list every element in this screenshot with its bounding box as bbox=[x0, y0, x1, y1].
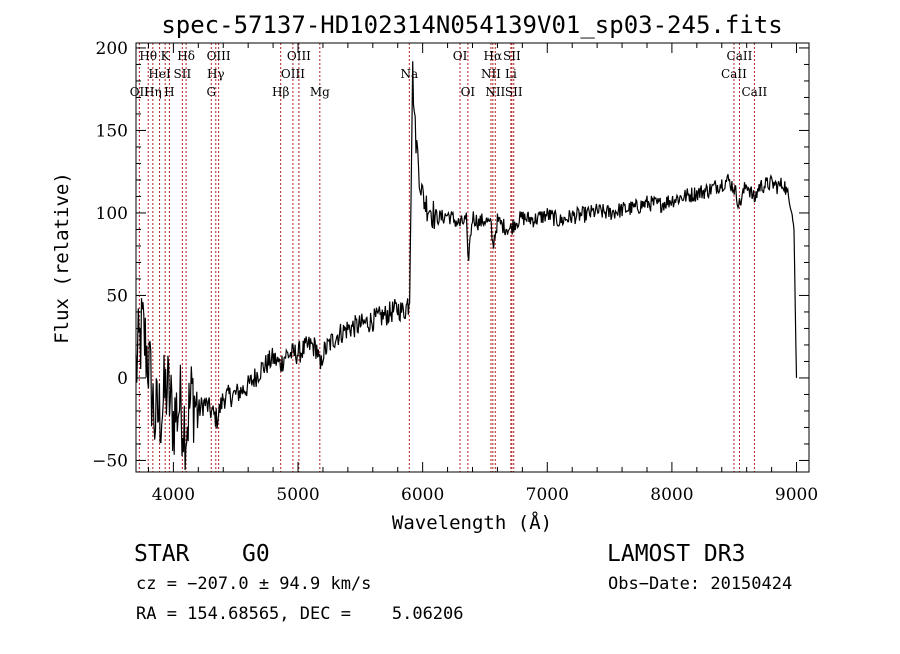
y-tick-label: −50 bbox=[92, 451, 128, 471]
line-label-17: OI bbox=[461, 85, 476, 99]
redshift-cz: cz = −207.0 ± 94.9 km/s bbox=[136, 574, 372, 594]
line-label-7: Hδ bbox=[177, 49, 195, 63]
spectrum-line bbox=[135, 61, 798, 471]
line-label-24: CaII bbox=[721, 67, 747, 81]
x-tick-label: 8000 bbox=[650, 485, 693, 505]
line-label-14: Mg bbox=[310, 85, 330, 99]
y-tick-label: 150 bbox=[96, 121, 128, 141]
chart-title: spec-57137-HD102314N054139V01_sp03-245.f… bbox=[161, 11, 782, 39]
line-label-21: Li bbox=[505, 67, 517, 81]
line-label-10: OIII bbox=[207, 49, 231, 63]
line-label-3: K bbox=[161, 49, 171, 63]
line-label-16: OI bbox=[453, 49, 468, 63]
x-tick-label: 7000 bbox=[526, 485, 569, 505]
x-tick-label: 6000 bbox=[401, 485, 444, 505]
x-tick-label: 5000 bbox=[276, 485, 319, 505]
line-label-23: SII bbox=[505, 85, 523, 99]
y-tick-label: 200 bbox=[96, 39, 128, 59]
line-label-13: OIII bbox=[287, 49, 311, 63]
line-label-0: OII bbox=[130, 85, 150, 99]
observation-date: Obs−Date: 20150424 bbox=[608, 574, 793, 594]
y-axis-label: Flux (relative) bbox=[51, 172, 73, 344]
line-label-2: Hη bbox=[144, 85, 162, 99]
y-axis: −50 0 50 100 150 200 bbox=[92, 39, 809, 471]
line-label-5: HeI bbox=[148, 67, 171, 81]
line-label-12: OIII bbox=[281, 67, 305, 81]
line-label-4: H bbox=[164, 85, 174, 99]
line-label-9: Hγ bbox=[207, 67, 225, 81]
plot-frame bbox=[135, 42, 810, 473]
line-label-19: Hα bbox=[484, 49, 503, 63]
object-class: STAR bbox=[134, 541, 190, 567]
x-tick-label: 9000 bbox=[775, 485, 818, 505]
x-axis: 4000 5000 6000 7000 8000 9000 bbox=[147, 43, 818, 505]
line-label-25: CaII bbox=[727, 49, 753, 63]
y-tick-label: 100 bbox=[96, 204, 128, 224]
x-tick-label: 4000 bbox=[152, 485, 195, 505]
spectral-line-markers bbox=[138, 43, 755, 472]
line-label-22: SII bbox=[503, 49, 521, 63]
line-label-8: G bbox=[206, 85, 216, 99]
survey-name: LAMOST DR3 bbox=[607, 541, 746, 567]
coordinates: RA = 154.68565, DEC = 5.06206 bbox=[136, 604, 464, 624]
line-label-26: CaII bbox=[741, 85, 767, 99]
y-tick-label: 50 bbox=[106, 286, 128, 306]
line-label-20: NII bbox=[485, 85, 505, 99]
line-label-1: Hθ bbox=[139, 49, 157, 63]
line-label-11: Hβ bbox=[272, 85, 289, 99]
y-tick-label: 0 bbox=[117, 369, 128, 389]
line-label-6: SII bbox=[174, 67, 192, 81]
x-axis-label: Wavelength (Å) bbox=[392, 511, 552, 534]
line-label-18: NII bbox=[481, 67, 501, 81]
object-subclass: G0 bbox=[242, 541, 270, 567]
line-label-15: Na bbox=[400, 67, 418, 81]
